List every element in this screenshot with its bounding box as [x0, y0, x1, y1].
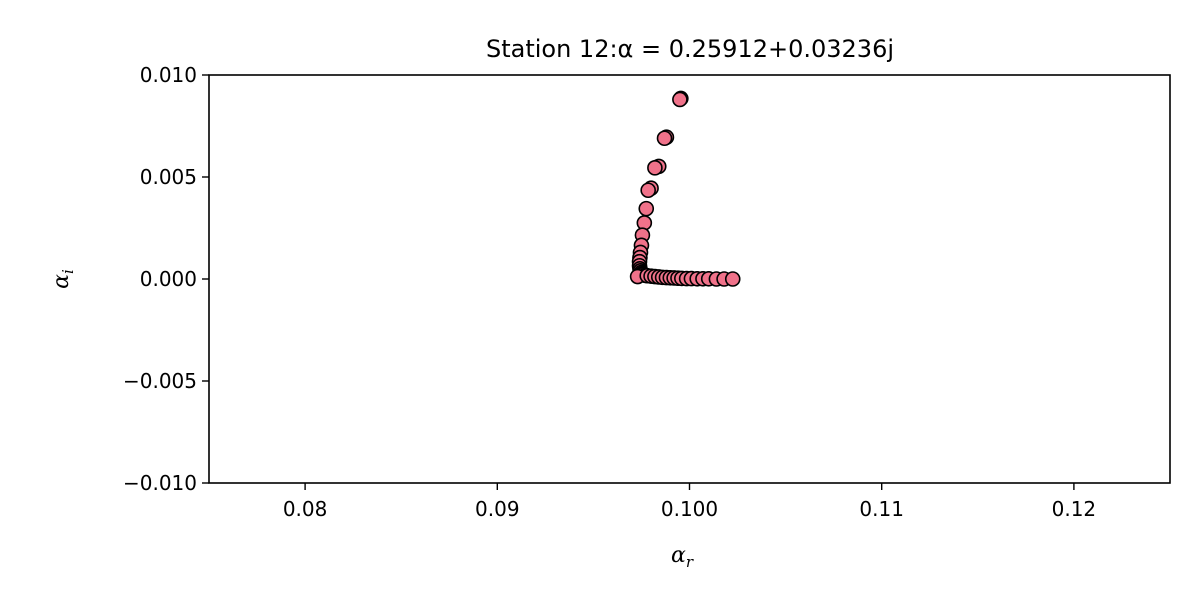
- x-tick-label: 0.100: [661, 497, 718, 521]
- y-tick-label: 0.005: [140, 165, 197, 189]
- x-axis-label-sub: r: [686, 553, 694, 571]
- x-axis-ticks: 0.08 0.09 0.100 0.11 0.12: [283, 483, 1096, 521]
- data-point: [724, 271, 741, 287]
- y-tick-label: −0.005: [123, 369, 197, 393]
- data-point: [647, 160, 663, 176]
- y-tick-label: 0.010: [140, 63, 197, 87]
- data-points: [629, 90, 741, 287]
- chart-title: Station 12:α = 0.25912+0.03236j: [486, 35, 894, 63]
- data-point: [640, 182, 656, 199]
- x-tick-label: 0.12: [1052, 497, 1097, 521]
- y-axis-ticks: 0.010 0.005 0.000 −0.005 −0.010: [123, 63, 209, 495]
- x-tick-label: 0.11: [859, 497, 904, 521]
- data-point: [672, 91, 688, 108]
- y-axis-label-sub: i: [59, 269, 77, 274]
- x-tick-label: 0.08: [283, 497, 328, 521]
- y-tick-label: 0.000: [140, 267, 197, 291]
- x-tick-label: 0.09: [475, 497, 520, 521]
- y-tick-label: −0.010: [123, 471, 197, 495]
- x-axis-label: αr: [671, 543, 694, 571]
- y-axis-label: αi: [49, 269, 77, 289]
- x-axis-label-main: α: [671, 543, 686, 568]
- y-axis-label-main: α: [49, 274, 74, 289]
- data-point: [638, 200, 655, 217]
- data-point: [656, 130, 673, 147]
